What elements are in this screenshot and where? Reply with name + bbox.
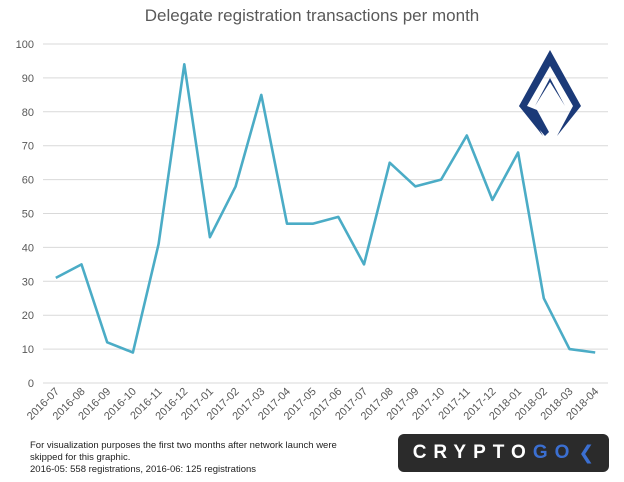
y-tick-label: 10 [22,344,34,356]
y-tick-label: 40 [22,242,34,254]
footnote-line-3: 2016-05: 558 registrations, 2016-06: 125… [30,464,257,475]
y-tick-label: 70 [22,141,34,153]
lisk-logo-icon [519,50,581,136]
series-line-path [55,63,596,354]
chart-title: Delegate registration transactions per m… [144,6,480,25]
y-tick-label: 60 [22,175,34,187]
line-chart: 0 10 20 30 40 50 60 70 80 90 100 2016-072016-08201… [16,39,608,423]
y-tick-label: 50 [22,209,34,221]
y-tick-label: 0 [28,378,34,390]
series-line [55,63,596,354]
footnote: For visualization purposes the first two… [30,440,390,476]
footnote-line-2: skipped for this graphic. [30,452,131,463]
footnote-line-1: For visualization purposes the first two… [30,440,337,451]
cryptogo-brand-badge: CRYPTO GO ❮ [398,434,609,472]
brand-chevron-icon: ❮ [578,442,595,464]
y-tick-label: 30 [22,276,34,288]
x-axis-ticks: 2016-072016-082016-092016-102016-112016-… [25,386,601,423]
y-tick-label: 20 [22,310,34,322]
y-tick-label: 90 [22,73,34,85]
y-axis-ticks: 0 10 20 30 40 50 60 70 80 90 100 [16,39,34,390]
gridlines [43,43,608,384]
y-tick-label: 80 [22,107,34,119]
brand-text-main: CRYPTO [412,442,533,463]
brand-text-accent: GO [532,442,577,463]
y-tick-label: 100 [16,39,34,51]
